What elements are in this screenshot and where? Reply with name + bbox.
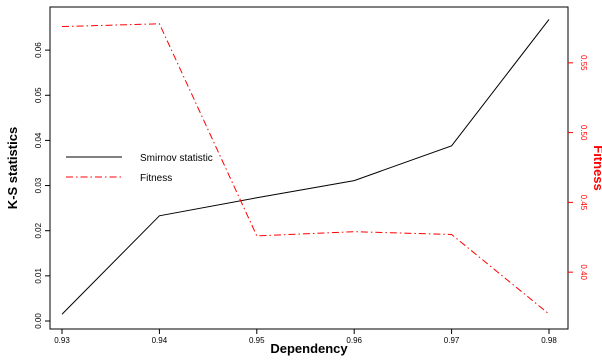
y-tick-label: 0.02 (34, 222, 43, 238)
y-axis-title: K-S statistics (5, 127, 20, 209)
y2-tick-label: 0.45 (579, 195, 588, 211)
y-tick-label: 0.05 (34, 87, 43, 103)
series-line-smirnov-statistic (61, 19, 550, 315)
x-tick-label: 0.94 (152, 336, 168, 345)
plot-frame (49, 6, 569, 330)
legend-label-fitness: Fitness (140, 173, 172, 184)
x-tick-label: 0.97 (444, 336, 460, 345)
y-tick-label: 0.01 (34, 268, 43, 284)
series-line-fitness (61, 23, 550, 315)
x-axis-title: Dependency (270, 341, 348, 356)
y-tick-label: 0.03 (34, 177, 43, 193)
y-tick-label: 0.04 (34, 132, 43, 148)
legend: Smirnov statistic Fitness (66, 153, 213, 184)
y2-tick-label: 0.40 (579, 264, 588, 280)
y-axis-ticks: 0.00 0.01 0.02 0.03 0.04 0.05 0.06 (34, 42, 50, 329)
x-tick-label: 0.95 (249, 336, 265, 345)
series-layer (61, 19, 550, 315)
y2-axis-title: Fitness (591, 145, 602, 191)
x-axis-ticks: 0.93 0.94 0.95 0.96 0.97 0.98 (54, 329, 557, 345)
y2-tick-label: 0.55 (579, 55, 588, 71)
x-tick-label: 0.93 (54, 336, 70, 345)
x-tick-label: 0.96 (346, 336, 362, 345)
y2-tick-label: 0.50 (579, 125, 588, 141)
legend-label-smirnov-statistic: Smirnov statistic (140, 153, 213, 164)
y2-axis-ticks: 0.40 0.45 0.50 0.55 (568, 55, 588, 280)
y-tick-label: 0.00 (34, 313, 43, 329)
x-tick-label: 0.98 (541, 336, 557, 345)
y-tick-label: 0.06 (34, 42, 43, 58)
